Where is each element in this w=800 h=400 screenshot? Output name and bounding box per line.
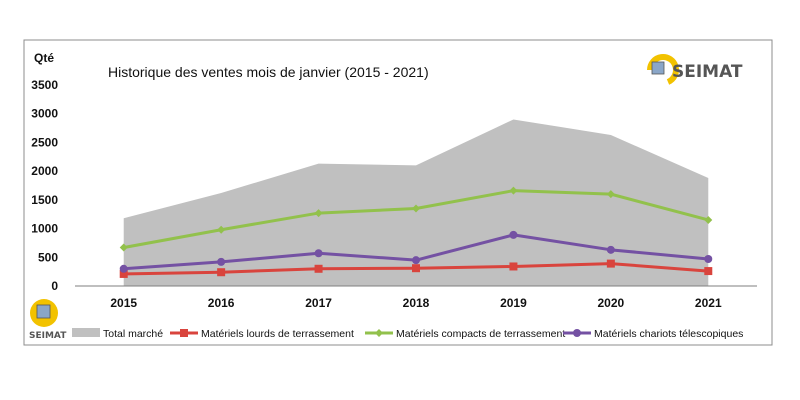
- data-point: [606, 259, 615, 268]
- x-tick-label: 2015: [110, 296, 137, 310]
- y-tick-label: 3000: [31, 107, 58, 121]
- logo-text-bottom: SEIMAT: [29, 331, 67, 341]
- x-tick-label: 2016: [208, 296, 235, 310]
- y-tick-label: 2500: [31, 135, 58, 149]
- legend-label: Matériels chariots télescopiques: [594, 328, 743, 340]
- y-tick-label: 0: [51, 279, 58, 293]
- area-total-marche: [123, 119, 709, 286]
- data-point: [119, 243, 128, 252]
- data-point: [704, 267, 713, 276]
- y-axis-label: Qté: [34, 51, 54, 65]
- legend-label: Total marché: [103, 328, 163, 340]
- legend-label: Matériels lourds de terrassement: [201, 328, 354, 340]
- data-point: [509, 262, 518, 271]
- data-point: [119, 269, 128, 278]
- seimat-logo-icon: [647, 54, 679, 85]
- data-point: [412, 256, 420, 265]
- legend-item: Total marché: [72, 328, 163, 340]
- data-point: [704, 215, 713, 224]
- data-point: [412, 204, 420, 213]
- line-layer: [119, 186, 713, 278]
- data-point: [606, 245, 615, 254]
- data-point: [509, 230, 518, 239]
- legend-swatch: [72, 328, 100, 337]
- data-point: [704, 255, 713, 264]
- y-tick-label: 2000: [31, 164, 58, 178]
- seimat-logo-icon: [30, 299, 58, 327]
- x-tick-label: 2021: [695, 296, 722, 310]
- legend-item: Matériels compacts de terrassement: [365, 328, 565, 340]
- y-tick-label: 500: [38, 250, 58, 264]
- series-3: [119, 230, 713, 273]
- series-1: [119, 259, 713, 278]
- x-tick-label: 2018: [403, 296, 430, 310]
- series-2: [119, 186, 713, 252]
- data-point: [217, 268, 226, 277]
- legend-marker: [180, 329, 188, 337]
- x-tick-label: 2019: [500, 296, 527, 310]
- legend-marker: [573, 329, 581, 337]
- y-tick-labels: 0 500 1000 1500 2000 2500 3000 3500: [31, 78, 58, 293]
- y-tick-label: 1500: [31, 193, 58, 207]
- seimat-logo-top-right: SEIMAT: [647, 54, 743, 85]
- y-tick-label: 1000: [31, 222, 58, 236]
- data-point: [217, 257, 226, 266]
- data-point: [314, 249, 323, 258]
- area-layer: [123, 119, 709, 286]
- data-point: [119, 264, 128, 273]
- y-tick-label: 3500: [31, 78, 58, 92]
- data-point: [412, 264, 420, 273]
- data-point: [314, 209, 323, 218]
- data-point: [509, 186, 518, 195]
- x-tick-label: 2020: [598, 296, 625, 310]
- logo-text-top: SEIMAT: [672, 62, 743, 82]
- chart-title: Historique des ventes mois de janvier (2…: [108, 64, 429, 80]
- legend: Total marché Matériels lourds de terrasse…: [72, 328, 743, 340]
- data-point: [606, 190, 615, 199]
- legend-label: Matériels compacts de terrassement: [396, 328, 565, 340]
- data-point: [217, 225, 226, 234]
- seimat-logo-bottom-left: SEIMAT: [29, 299, 67, 341]
- legend-item: Matériels lourds de terrassement: [170, 328, 354, 340]
- legend-marker: [375, 329, 383, 337]
- x-tick-label: 2017: [305, 296, 332, 310]
- data-point: [314, 264, 323, 273]
- x-tick-labels: 2015 2016 2017 2018 2019 2020 2021: [110, 296, 722, 310]
- legend-item: Matériels chariots télescopiques: [563, 328, 743, 340]
